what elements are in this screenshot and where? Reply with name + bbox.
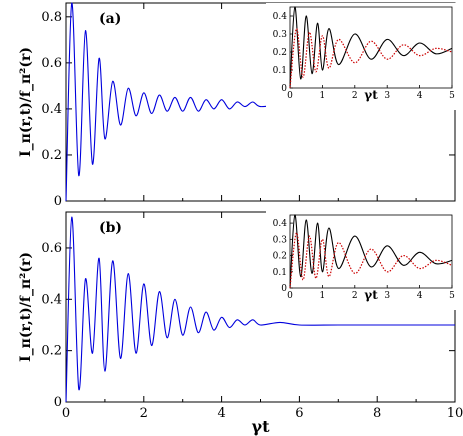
inset-y-tick-label: 0.2 xyxy=(273,48,287,58)
y-tick-label: 0 xyxy=(54,194,62,209)
inset-x-tick-label: 0 xyxy=(287,291,293,301)
x-tick-label: 4 xyxy=(217,406,225,421)
inset-y-tick-label: 0.4 xyxy=(273,12,288,22)
x-tick-label: 10 xyxy=(447,406,463,421)
inset-x-tick-label: 2 xyxy=(352,91,358,101)
y-axis-label: I_π(r,t)/f_π²(r) xyxy=(18,47,34,157)
panel-label: (a) xyxy=(99,11,121,27)
inset-background xyxy=(266,3,458,110)
inset-chart: 0 1 2 3 4 5 0 0.1 0.2 0.3 0.4 γt xyxy=(266,3,458,110)
inset-y-tick-label: 0.2 xyxy=(273,252,287,262)
x-axis-label: γt xyxy=(252,417,271,436)
series-line-0 xyxy=(65,216,455,403)
y-tick-label: 0.8 xyxy=(41,10,62,25)
y-tick-label: 0.6 xyxy=(41,56,62,71)
series-line-0 xyxy=(65,2,455,202)
inset-background xyxy=(266,211,458,310)
inset-y-tick-label: 0.1 xyxy=(273,268,287,278)
inset-x-tick-label: 3 xyxy=(384,291,390,301)
inset-series-line-1 xyxy=(289,27,453,89)
inset-y-tick-label: 0.4 xyxy=(273,219,288,229)
inset-x-tick-label: 4 xyxy=(417,91,423,101)
inset-y-tick-label: 0.1 xyxy=(273,66,287,76)
y-tick-label: 0.2 xyxy=(41,148,62,163)
panel-a-chart: 00.20.40.60.8 (a)I_π(r,t)/f_π²(r) 0 1 2 3 4 500… xyxy=(18,2,458,209)
inset-frame xyxy=(289,214,453,289)
x-tick-label: 6 xyxy=(295,406,303,421)
inset-x-axis-label: γt xyxy=(364,288,378,302)
inset-x-tick-label: 5 xyxy=(449,291,455,301)
inset-frame xyxy=(289,6,453,89)
inset-x-tick-label: 0 xyxy=(287,91,293,101)
inset-y-tick-label: 0.3 xyxy=(273,235,288,245)
inset-x-tick-label: 2 xyxy=(352,291,358,301)
y-tick-label: 0.4 xyxy=(41,292,62,307)
inset-x-tick-label: 1 xyxy=(320,291,326,301)
y-tick-label: 0 xyxy=(54,395,62,410)
x-tick-label: 2 xyxy=(140,406,148,421)
inset-x-tick-label: 5 xyxy=(449,91,455,101)
inset-series-line-0 xyxy=(289,214,453,289)
inset-x-tick-label: 3 xyxy=(384,91,390,101)
inset-x-tick-label: 1 xyxy=(320,91,326,101)
inset-y-tick-label: 0 xyxy=(281,284,287,294)
inset-x-axis-label: γt xyxy=(364,88,378,102)
y-tick-label: 0.2 xyxy=(41,344,62,359)
y-tick-label: 0.6 xyxy=(41,241,62,256)
panel-label: (b) xyxy=(99,220,122,236)
inset-y-tick-label: 0.3 xyxy=(273,30,288,40)
x-tick-label: 0 xyxy=(62,406,70,421)
inset-y-tick-label: 0 xyxy=(281,84,287,94)
y-axis-label: I_π(r,t)/f_π²(r) xyxy=(18,252,34,362)
inset-chart: 0 1 2 3 4 5 0 0.1 0.2 0.3 0.4 γt xyxy=(266,211,458,310)
x-tick-label: 8 xyxy=(373,406,381,421)
inset-x-tick-label: 4 xyxy=(417,291,423,301)
y-tick-label: 0.4 xyxy=(41,102,62,117)
